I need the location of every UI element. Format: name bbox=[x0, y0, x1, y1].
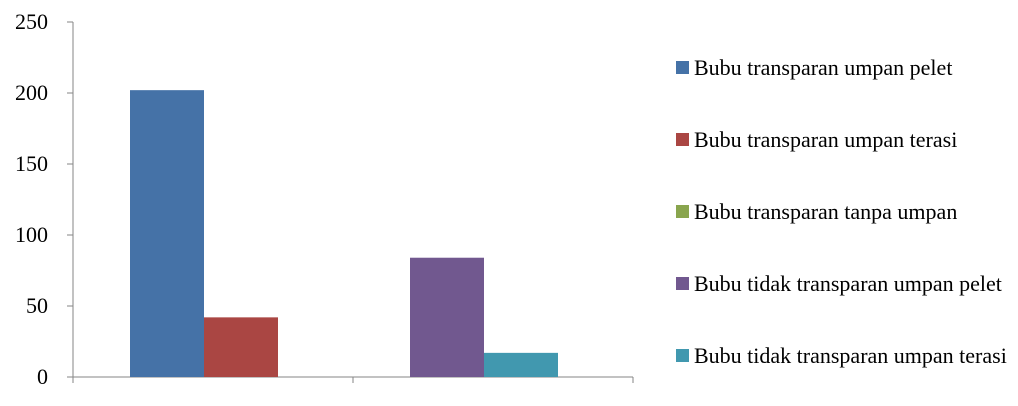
legend-item: Bubu tidak transparan umpan pelet bbox=[676, 271, 1014, 297]
legend-label: Bubu tidak transparan umpan pelet bbox=[694, 271, 1002, 296]
bars bbox=[130, 90, 558, 377]
legend-label: Bubu transparan umpan terasi bbox=[694, 127, 958, 152]
y-tick-label: 150 bbox=[15, 151, 48, 176]
legend: Bubu transparan umpan pelet Bubu transpar… bbox=[676, 0, 1016, 406]
legend-item: Bubu transparan umpan terasi bbox=[676, 127, 1014, 153]
y-tick-label: 200 bbox=[15, 80, 48, 105]
legend-swatch bbox=[676, 133, 689, 146]
y-tick-label: 100 bbox=[15, 222, 48, 247]
bar bbox=[484, 352, 558, 377]
legend-swatch bbox=[676, 277, 689, 290]
legend-item: Bubu transparan umpan pelet bbox=[676, 55, 1014, 81]
x-axis bbox=[72, 376, 634, 383]
y-axis: 0 50 100 150 200 250 bbox=[15, 9, 74, 389]
legend-swatch bbox=[676, 205, 689, 218]
legend-item: Bubu transparan tanpa umpan bbox=[676, 199, 1014, 225]
legend-swatch bbox=[676, 349, 689, 362]
bar bbox=[410, 257, 484, 377]
y-tick-label: 0 bbox=[37, 364, 48, 389]
legend-label: Bubu transparan tanpa umpan bbox=[694, 199, 958, 224]
y-tick-label: 250 bbox=[15, 9, 48, 34]
legend-label: Bubu transparan umpan pelet bbox=[694, 55, 953, 80]
legend-label: Bubu tidak transparan umpan terasi bbox=[694, 343, 1007, 368]
bar-chart: 0 50 100 150 200 250 bbox=[15, 9, 634, 389]
y-tick-label: 50 bbox=[26, 293, 48, 318]
bar bbox=[204, 317, 278, 377]
legend-swatch bbox=[676, 61, 689, 74]
bar bbox=[130, 90, 204, 377]
legend-item: Bubu tidak transparan umpan terasi bbox=[676, 343, 1014, 369]
